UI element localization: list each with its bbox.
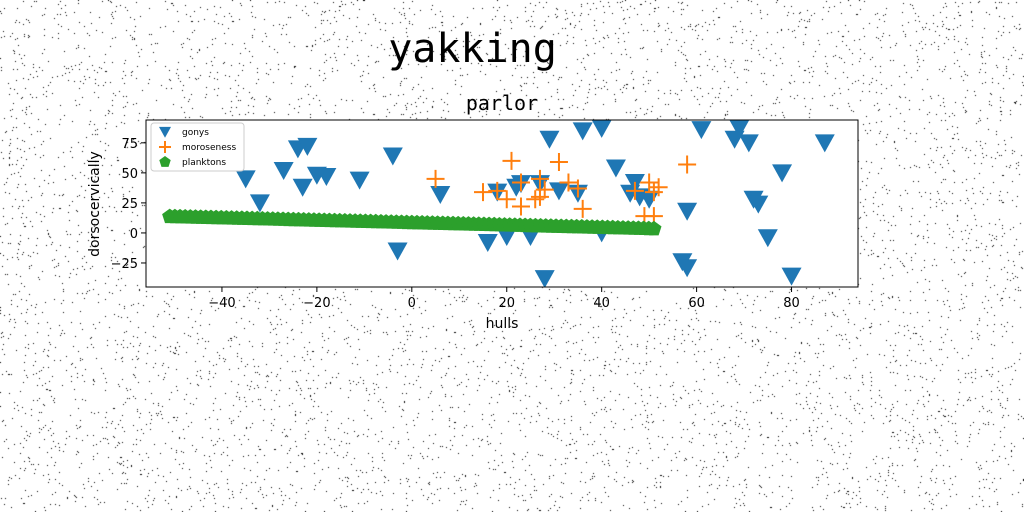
- legend-label: gonys: [182, 128, 209, 138]
- data-point-moroseness: [625, 181, 644, 200]
- data-point-moroseness: [526, 190, 545, 209]
- data-point-moroseness: [649, 178, 668, 197]
- data-point-moroseness: [573, 199, 592, 218]
- data-point-gonys: [572, 122, 593, 141]
- data-point-gonys: [738, 134, 759, 153]
- legend-box: [150, 122, 245, 172]
- y-axis-label: dorsocervically: [87, 151, 103, 257]
- legend-marker-planktons: [159, 156, 171, 167]
- data-point-gonys: [757, 229, 778, 248]
- series-moroseness: [426, 151, 697, 226]
- legend-label: planktons: [182, 158, 226, 168]
- data-point-gonys: [534, 270, 555, 287]
- data-point-moroseness: [644, 183, 663, 202]
- x-tick-label: 20: [498, 296, 515, 311]
- series-gonys: [235, 120, 835, 287]
- data-point-gonys: [781, 267, 802, 286]
- data-point-moroseness: [678, 155, 697, 174]
- x-tick-label: −40: [208, 296, 235, 311]
- y-tick-label: 25: [121, 197, 138, 212]
- legend: gonys moroseness planktons: [150, 122, 245, 172]
- y-tick-label: 75: [121, 137, 138, 152]
- data-point-gonys: [273, 161, 294, 180]
- data-point-gonys: [729, 120, 750, 138]
- data-point-gonys: [430, 185, 451, 204]
- data-point-moroseness: [511, 197, 530, 216]
- data-point-gonys: [520, 228, 541, 247]
- data-point-moroseness: [568, 179, 587, 198]
- data-point-gonys: [677, 202, 698, 221]
- y-tick-label: 0: [130, 227, 138, 242]
- data-point-gonys: [748, 195, 769, 214]
- data-point-moroseness: [497, 190, 516, 209]
- data-point-moroseness: [530, 169, 549, 188]
- series-planktons: [162, 208, 662, 236]
- x-tick-label: −20: [303, 296, 330, 311]
- data-point-gonys: [235, 170, 256, 189]
- legend-marker-moroseness: [159, 141, 171, 153]
- data-point-gonys: [387, 242, 408, 261]
- data-point-gonys: [772, 164, 793, 183]
- x-tick-label: 80: [783, 296, 800, 311]
- data-point-gonys: [691, 121, 712, 140]
- x-axis-label: hulls: [486, 316, 519, 332]
- data-point-gonys: [605, 159, 626, 178]
- data-point-gonys: [382, 147, 403, 166]
- figure-title: yakking: [388, 26, 557, 72]
- chart-title: parlor: [466, 91, 538, 115]
- data-point-moroseness: [502, 151, 521, 170]
- data-point-gonys: [677, 259, 698, 278]
- data-point-gonys: [297, 137, 318, 156]
- x-axis-ticks: −40 −20 0 20 40 60 80: [208, 287, 800, 311]
- legend-label: moroseness: [182, 143, 236, 153]
- data-point-moroseness: [488, 181, 507, 200]
- x-tick-label: 60: [688, 296, 705, 311]
- legend-marker-gonys: [159, 126, 171, 138]
- plot-border: [145, 119, 859, 288]
- data-point-gonys: [548, 182, 569, 201]
- data-point-moroseness: [640, 173, 659, 192]
- x-tick-label: 40: [593, 296, 610, 311]
- data-marks: [162, 120, 835, 287]
- data-point-moroseness: [511, 173, 530, 192]
- y-tick-label: −25: [111, 257, 138, 272]
- data-point-gonys: [539, 130, 560, 149]
- data-point-gonys: [496, 228, 517, 247]
- data-point-gonys: [349, 171, 370, 190]
- data-point-moroseness: [535, 180, 554, 199]
- data-point-moroseness: [474, 183, 493, 202]
- data-point-gonys: [249, 194, 270, 213]
- data-point-gonys: [292, 178, 313, 197]
- data-point-gonys: [316, 167, 337, 186]
- data-point-gonys: [814, 134, 835, 153]
- y-tick-label: 50: [121, 167, 138, 182]
- data-point-moroseness: [530, 187, 549, 206]
- data-point-gonys: [591, 120, 612, 138]
- data-point-moroseness: [559, 173, 578, 192]
- data-point-moroseness: [549, 153, 568, 172]
- y-axis-ticks: −25 0 25 50 75: [111, 137, 146, 272]
- data-point-moroseness: [426, 169, 445, 188]
- data-point-planktons: [646, 220, 662, 236]
- data-point-gonys: [477, 234, 498, 253]
- x-tick-label: 0: [408, 296, 416, 311]
